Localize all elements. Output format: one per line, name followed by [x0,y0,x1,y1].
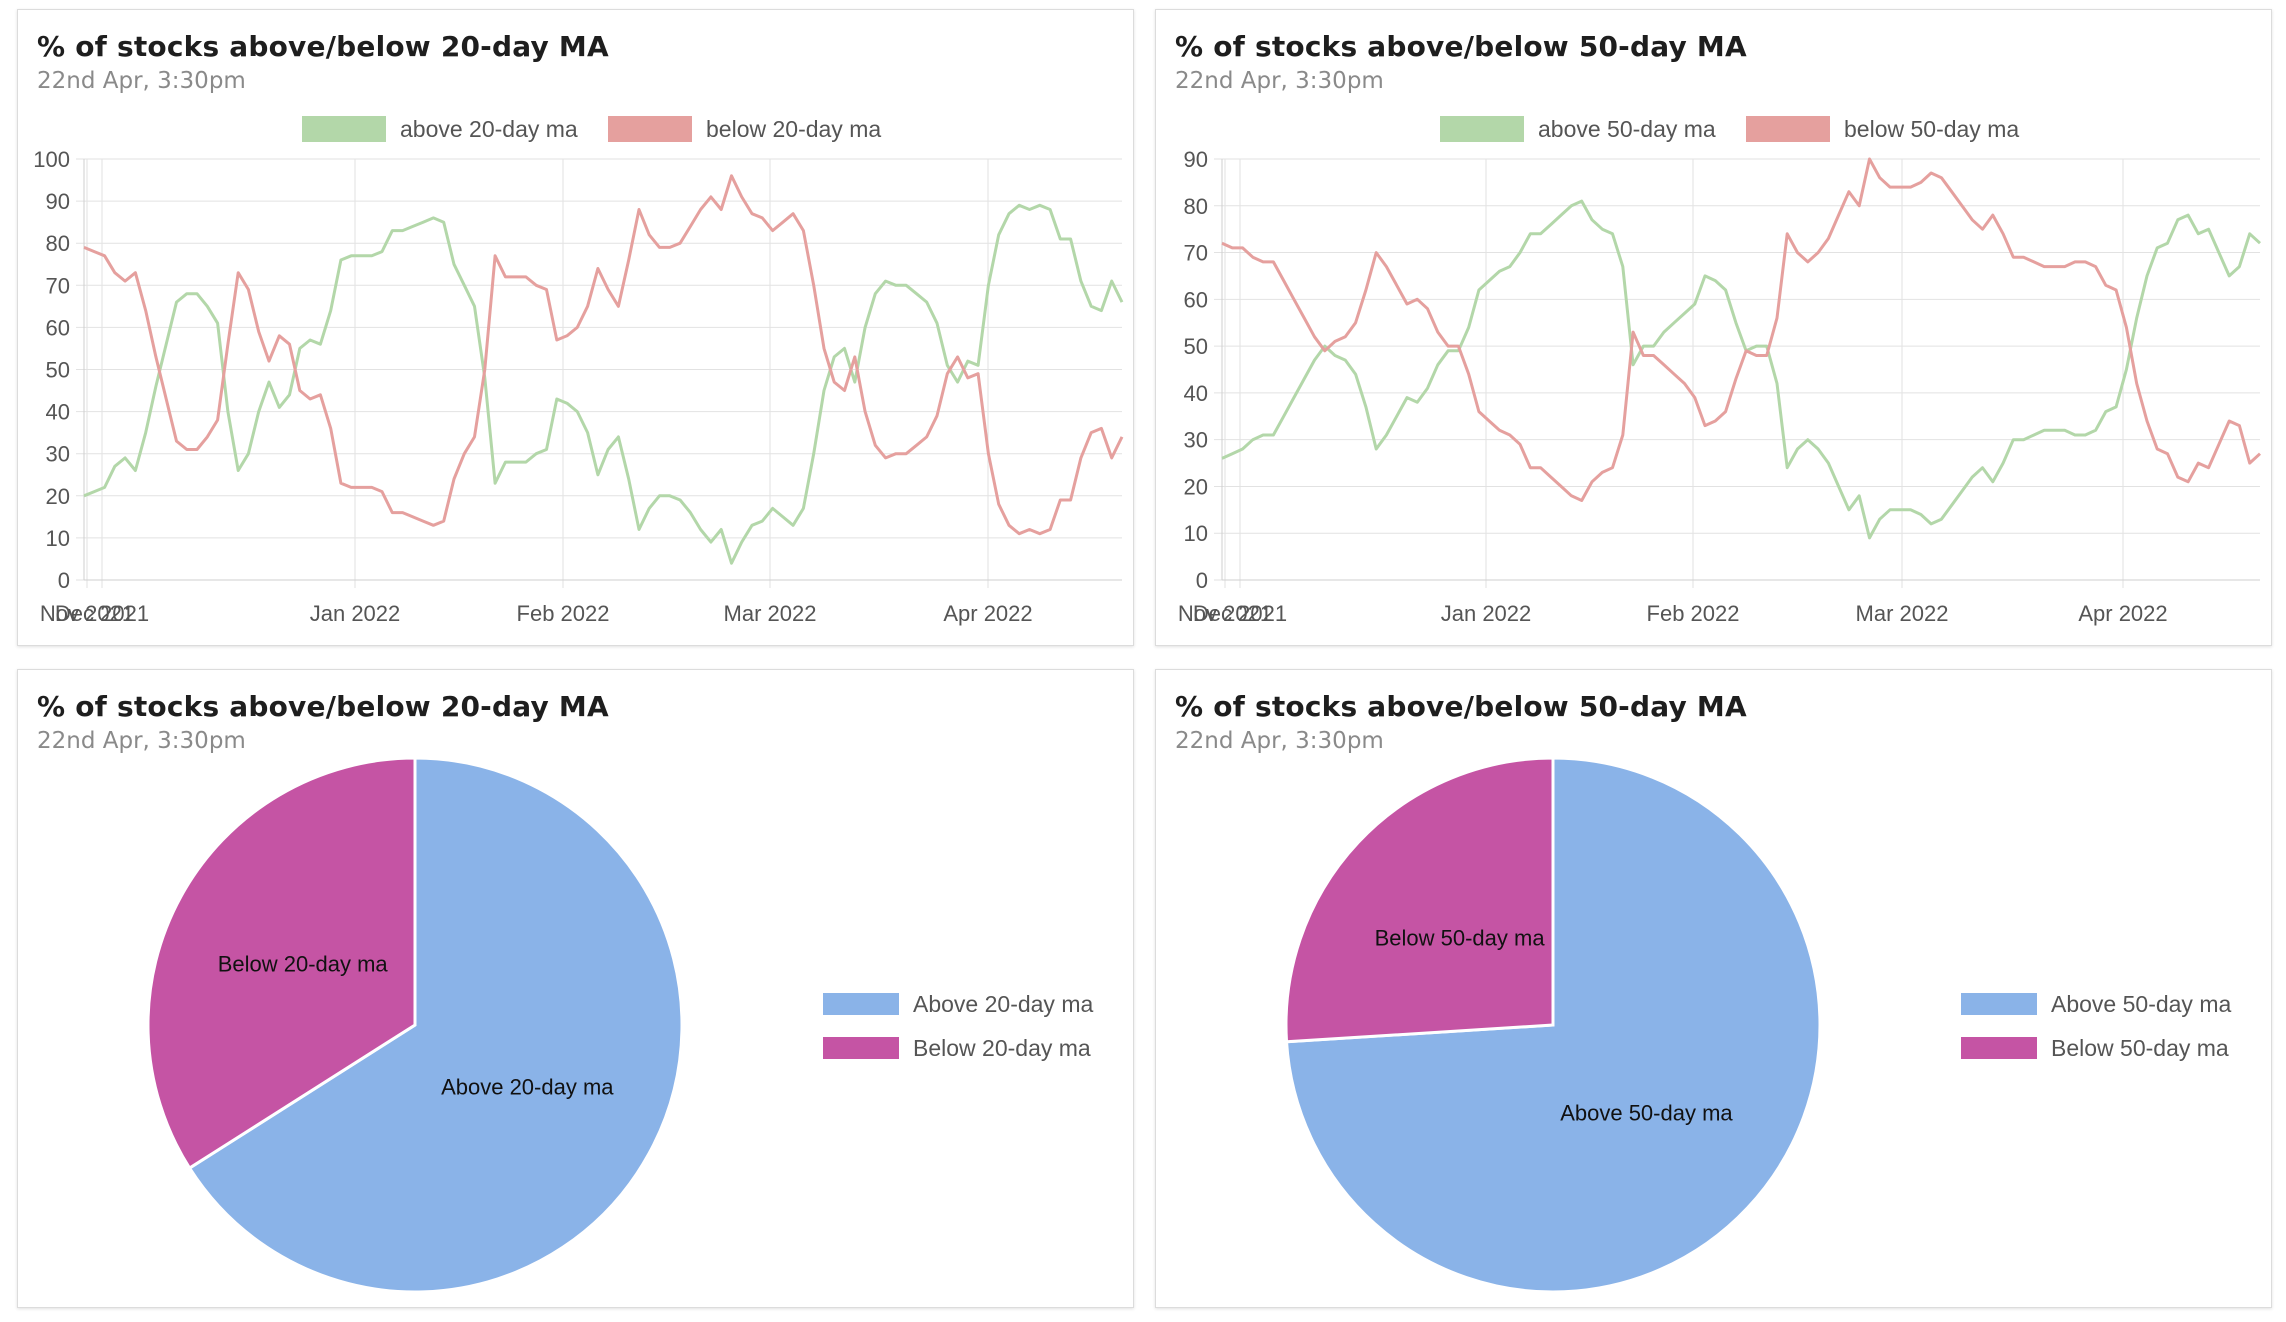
slice-label: Below 20-day ma [218,951,389,976]
legend-label: below 20-day ma [706,116,881,142]
legend-swatch [1961,993,2037,1015]
y-tick-label: 80 [46,231,70,256]
x-tick-label: Mar 2022 [724,601,817,626]
series-line [1221,157,2262,502]
x-tick-label: Nov 2021 [40,601,134,626]
chart-card-20-day-line: % of stocks above/below 20-day MA 22nd A… [17,9,1134,646]
y-tick-label: 10 [46,526,70,551]
pie-chart-50-day: Above 50-day ma Below 50-day ma Above 50-d… [1284,756,2231,1294]
y-tick-label: 70 [1184,241,1208,266]
legend-label: Below 20-day ma [913,1035,1091,1061]
pie-slice [146,756,417,1171]
y-tick-label: 40 [1184,381,1208,406]
x-tick-label: Apr 2022 [943,601,1032,626]
pie-slice [187,756,684,1294]
x-tick-label: Dec 2021 [1193,601,1287,626]
card-title: % of stocks above/below 20-day MA [37,30,609,63]
slice-label: Below 50-day ma [1375,925,1546,950]
card-title: % of stocks above/below 50-day MA [1175,690,1747,723]
legend-swatch [823,993,899,1015]
y-tick-label: 20 [1184,474,1208,499]
chart-card-50-day-pie: % of stocks above/below 50-day MA 22nd A… [1155,669,2272,1308]
series-line [83,203,1124,565]
legend-swatch [608,116,692,142]
y-tick-label: 90 [1184,147,1208,172]
chart-card-50-day-line: % of stocks above/below 50-day MA 22nd A… [1155,9,2272,646]
legend-label: above 50-day ma [1538,116,1716,142]
x-tick-label: Mar 2022 [1856,601,1949,626]
y-tick-label: 40 [46,400,70,425]
y-tick-label: 30 [1184,428,1208,453]
y-tick-label: 0 [58,568,70,593]
x-tick-label: Dec 2021 [55,601,149,626]
legend-label: Above 20-day ma [913,991,1093,1017]
series-line [1221,199,2262,540]
card-subtitle: 22nd Apr, 3:30pm [1175,728,1384,754]
legend-swatch [302,116,386,142]
legend-swatch [1746,116,1830,142]
legend-swatch [1440,116,1524,142]
y-tick-label: 10 [1184,521,1208,546]
pie-chart-20-day: Above 20-day ma Below 20-day ma Above 20-d… [146,756,1093,1294]
y-tick-label: 0 [1196,568,1208,593]
chart-card-20-day-pie: % of stocks above/below 20-day MA 22nd A… [17,669,1134,1308]
card-title: % of stocks above/below 20-day MA [37,690,609,723]
y-tick-label: 50 [46,358,70,383]
x-tick-label: Apr 2022 [2078,601,2167,626]
y-tick-label: 80 [1184,194,1208,219]
y-tick-label: 20 [46,484,70,509]
y-tick-label: 90 [46,189,70,214]
x-tick-label: Feb 2022 [517,601,610,626]
x-tick-label: Jan 2022 [310,601,401,626]
y-tick-label: 100 [33,147,70,172]
y-tick-label: 60 [1184,287,1208,312]
slice-label: Above 50-day ma [1560,1101,1733,1126]
y-tick-label: 30 [46,442,70,467]
legend-label: above 20-day ma [400,116,578,142]
card-subtitle: 22nd Apr, 3:30pm [37,68,246,94]
legend-label: Below 50-day ma [2051,1035,2229,1061]
card-title: % of stocks above/below 50-day MA [1175,30,1747,63]
legend-label: below 50-day ma [1844,116,2019,142]
legend-label: Above 50-day ma [2051,991,2231,1017]
pie-slice [1284,756,1555,1044]
series-line [83,174,1124,536]
x-tick-label: Nov 2021 [1178,601,1272,626]
y-tick-label: 50 [1184,334,1208,359]
legend-swatch [1961,1037,2037,1059]
legend-swatch [823,1037,899,1059]
card-subtitle: 22nd Apr, 3:30pm [1175,68,1384,94]
x-tick-label: Jan 2022 [1441,601,1532,626]
card-subtitle: 22nd Apr, 3:30pm [37,728,246,754]
x-tick-label: Feb 2022 [1647,601,1740,626]
slice-label: Above 20-day ma [441,1075,614,1100]
y-tick-label: 60 [46,315,70,340]
y-tick-label: 70 [46,273,70,298]
